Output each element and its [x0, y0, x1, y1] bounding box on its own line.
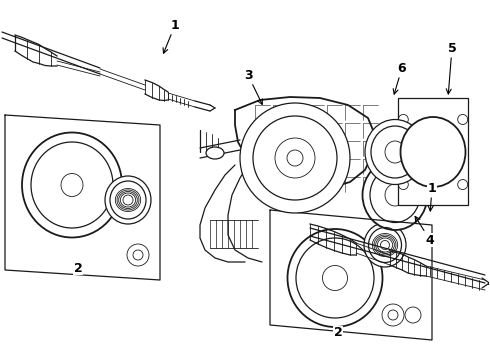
Text: 5: 5: [446, 41, 456, 94]
Polygon shape: [398, 98, 468, 205]
Text: 2: 2: [74, 261, 82, 274]
Ellipse shape: [400, 117, 466, 187]
Ellipse shape: [105, 176, 151, 224]
Text: 6: 6: [393, 62, 406, 94]
Ellipse shape: [288, 229, 383, 327]
Text: 1: 1: [163, 18, 179, 53]
Text: 3: 3: [244, 68, 262, 104]
Ellipse shape: [31, 142, 113, 228]
Text: 2: 2: [334, 327, 343, 339]
Ellipse shape: [364, 223, 406, 267]
Ellipse shape: [206, 147, 224, 159]
Ellipse shape: [365, 120, 425, 185]
Ellipse shape: [22, 132, 122, 238]
Ellipse shape: [296, 238, 374, 318]
Ellipse shape: [363, 160, 427, 230]
Text: 4: 4: [415, 216, 434, 247]
Text: 1: 1: [428, 181, 437, 211]
Circle shape: [253, 116, 337, 200]
Circle shape: [240, 103, 350, 213]
